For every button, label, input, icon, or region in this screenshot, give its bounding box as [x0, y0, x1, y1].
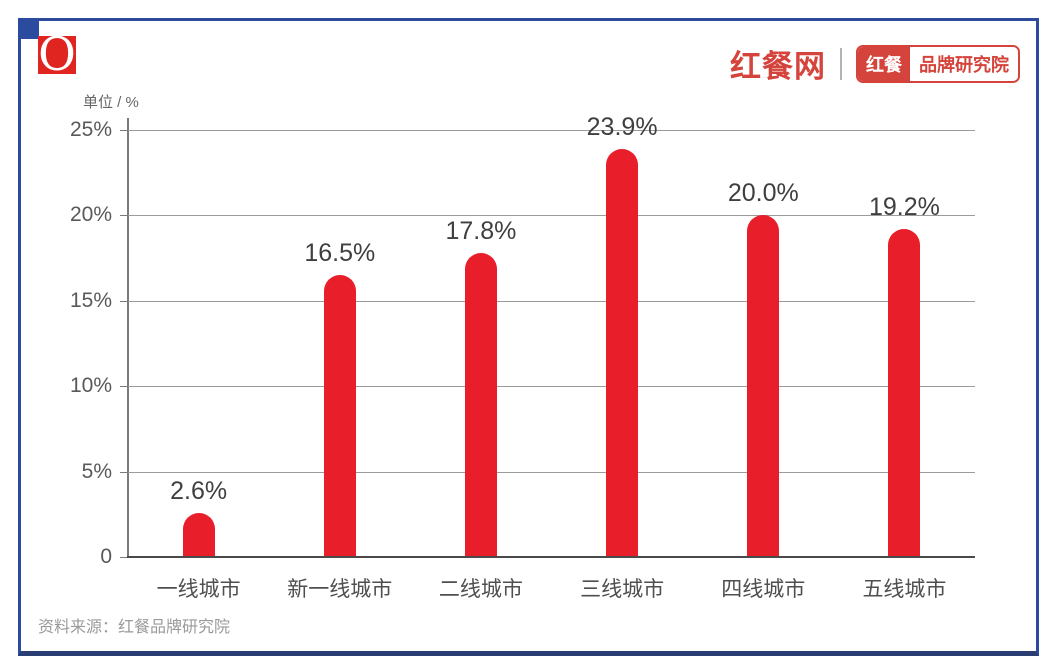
gridline-20%: [128, 215, 975, 217]
bar-value-label: 2.6%: [170, 476, 228, 505]
page-frame: O 红餐网 红餐 品牌研究院 单位 / % 25% 20% 15% 10% 5% 0 2.…: [18, 18, 1039, 656]
x-category-label: 四线城市: [721, 578, 806, 601]
y-tick-label-5%: 5%: [81, 459, 112, 483]
bar: [888, 229, 921, 557]
source-note: 资料来源：红餐品牌研究院: [38, 619, 231, 636]
y-tick-label-20%: 20%: [69, 203, 112, 227]
y-tick-label-15%: 15%: [69, 288, 112, 312]
gridline-5%: [128, 471, 975, 473]
logo-letter: O: [38, 36, 76, 74]
tick-mark-5%: [120, 471, 128, 473]
bar-value-label: 16.5%: [304, 239, 376, 268]
bar-value-label: 23.9%: [586, 112, 658, 141]
header-brand-group: 红餐网 红餐 品牌研究院: [730, 41, 1020, 86]
bars-container: 2.6% 一线城市 16.5% 新一线城市 17.8% 二线城市 23.9% 三线城市 20.0…: [128, 114, 975, 601]
bar-column: 2.6% 一线城市: [128, 130, 269, 601]
x-category-label: 二线城市: [438, 578, 523, 601]
badge-institute-label: 品牌研究院: [910, 46, 1018, 81]
gridline-10%: [128, 386, 975, 388]
bar: [606, 148, 639, 557]
x-category-label: 三线城市: [580, 578, 665, 601]
tick-mark-0: [120, 557, 128, 558]
bar: [464, 252, 497, 557]
bar-value-label: 19.2%: [869, 193, 940, 222]
x-category-label: 五线城市: [862, 578, 947, 601]
x-category-label: 新一线城市: [287, 578, 393, 601]
brand-hongcanwang: 红餐网: [730, 49, 826, 84]
y-tick-label-0: 0: [100, 545, 112, 568]
bar-column: 19.2% 五线城市: [834, 130, 975, 601]
tick-mark-20%: [120, 215, 128, 217]
tick-mark-25%: [120, 130, 128, 131]
tick-mark-10%: [120, 386, 128, 388]
x-axis-line: [127, 556, 975, 558]
brand-badge: 红餐 品牌研究院: [856, 44, 1020, 83]
y-axis-line: [127, 118, 129, 557]
corner-accent: [18, 18, 39, 39]
y-tick-label-10%: 10%: [69, 374, 112, 398]
bar-column: 20.0% 四线城市: [693, 130, 834, 601]
bar-column: 16.5% 新一线城市: [269, 130, 410, 601]
y-tick-label-25%: 25%: [69, 118, 112, 141]
y-axis-unit-label: 单位 / %: [83, 94, 139, 111]
bar-value-label: 20.0%: [727, 179, 799, 208]
bar: [323, 275, 356, 557]
bar: [182, 512, 215, 557]
gridline-15%: [128, 300, 975, 302]
brand-divider: [840, 47, 842, 80]
bar-column: 23.9% 三线城市: [552, 114, 693, 601]
bar: [747, 215, 780, 557]
tick-mark-15%: [120, 300, 128, 302]
bar-column: 17.8% 二线城市: [410, 130, 551, 601]
bar-value-label: 17.8%: [445, 216, 517, 245]
gridline-25%: [128, 130, 975, 131]
plot-area: 25% 20% 15% 10% 5% 0 2.6% 一线城市 16.5% 新一线城市 17.8% 二…: [70, 114, 975, 601]
badge-hongcan-label: 红餐: [858, 46, 910, 81]
x-category-label: 一线城市: [156, 578, 241, 601]
logo-o-icon: O: [38, 36, 76, 74]
